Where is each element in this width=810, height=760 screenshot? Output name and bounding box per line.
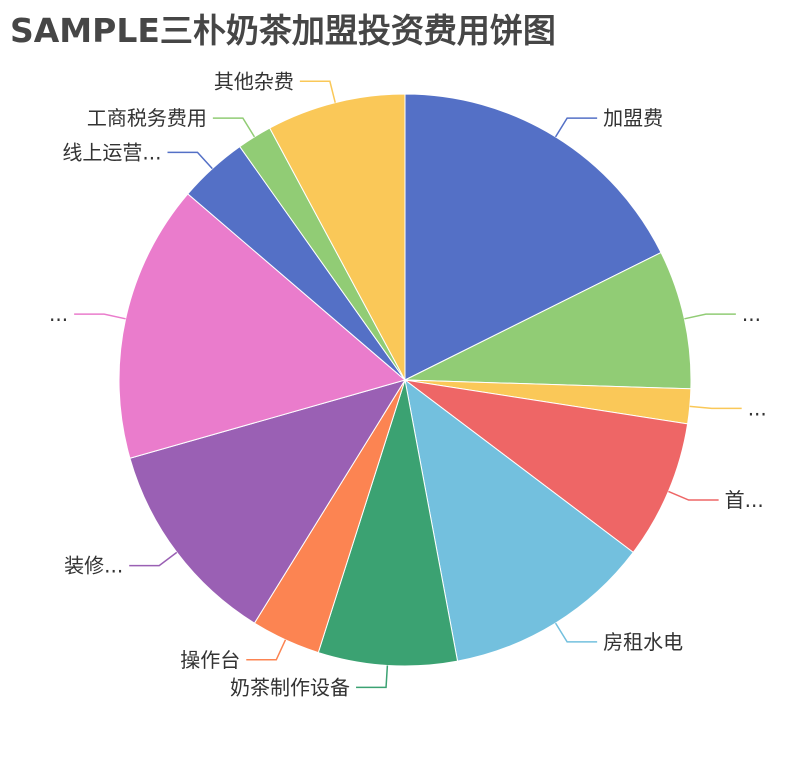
label-leader-line (689, 405, 742, 410)
slice-label: 装修... (64, 554, 123, 578)
label-leader-line (129, 551, 178, 567)
label-leader-line (554, 117, 598, 138)
slice-label: ... (748, 396, 767, 420)
pie-slice[interactable] (404, 251, 692, 390)
slice-label: 线上运营... (62, 140, 161, 164)
label-leader-line (74, 313, 126, 320)
pie-slices (118, 93, 692, 667)
label-leader-line (212, 117, 256, 138)
slice-label: 奶茶制作设备 (230, 675, 350, 699)
label-leader-line (356, 665, 389, 689)
pie-slice[interactable] (404, 379, 689, 554)
slice-label: 加盟费 (603, 106, 663, 130)
slice-label: ... (742, 302, 761, 326)
label-leader-line (246, 639, 287, 661)
slice-label: 工商税务费用 (87, 106, 207, 130)
slice-label: 其他杂费 (214, 69, 294, 93)
pie-slice[interactable] (317, 379, 459, 667)
slice-label: 房租水电 (603, 630, 683, 654)
label-leader-line (299, 80, 336, 103)
pie-slice[interactable] (404, 378, 634, 662)
slice-label: ... (49, 302, 68, 326)
label-leader-line (684, 313, 736, 320)
pie-slice[interactable] (404, 93, 662, 381)
label-leader-line (554, 622, 598, 643)
pie-slice[interactable] (118, 193, 407, 459)
label-leader-line (668, 490, 719, 501)
label-leader-line (167, 151, 213, 170)
slice-label: 首... (725, 488, 764, 512)
chart-title: SAMPLE三朴奶茶加盟投资费用饼图 (10, 11, 556, 50)
pie-slice[interactable] (269, 93, 406, 381)
slice-label: 操作台 (180, 648, 240, 672)
